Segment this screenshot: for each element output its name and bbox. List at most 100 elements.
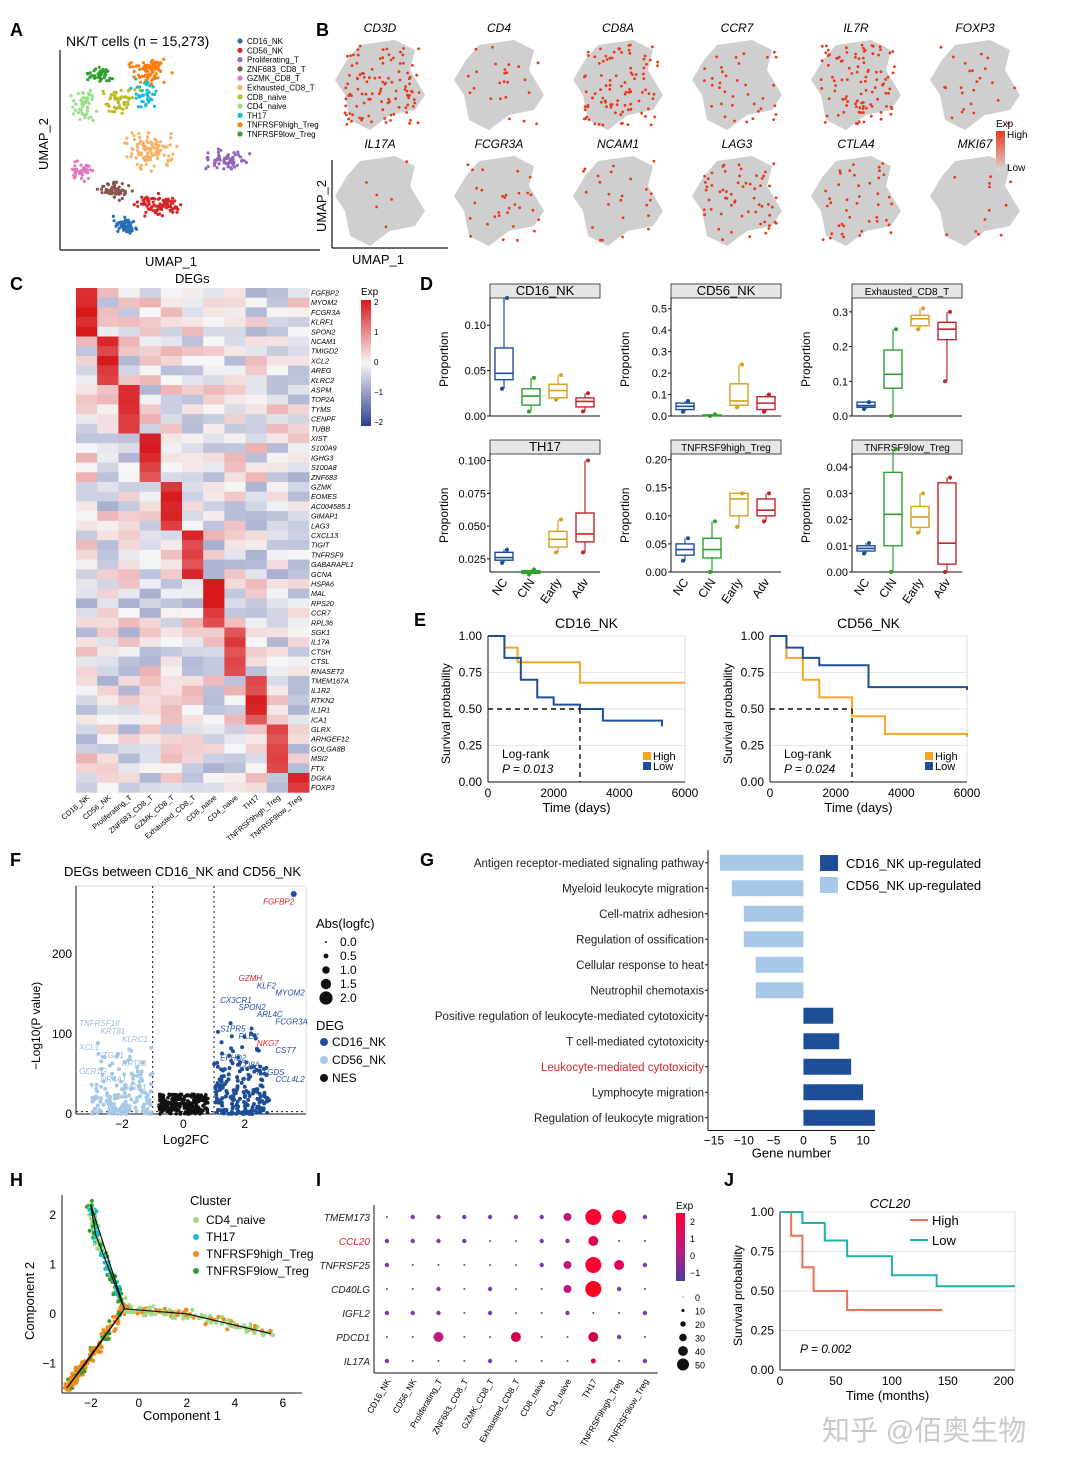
- heatmap-cell: [266, 569, 289, 580]
- heatmap-cell: [182, 491, 204, 502]
- point-cd16: [238, 1096, 243, 1101]
- legend-label: CD4_naive: [247, 102, 287, 111]
- heatmap-cell: [118, 462, 140, 473]
- heatmap-cell: [118, 763, 140, 774]
- heatmap-cell: [97, 608, 119, 619]
- volcano-gene-label: TNFRSF18: [79, 1019, 120, 1028]
- heatmap-cell: [97, 394, 119, 405]
- box: [883, 349, 903, 389]
- expr-cell: [593, 92, 597, 96]
- expr-cell: [375, 205, 378, 209]
- expression-dot: [411, 1336, 414, 1338]
- box-point: [586, 458, 590, 463]
- expr-cell: [387, 76, 390, 80]
- x-axis-label: Time (months): [846, 1388, 929, 1403]
- heatmap-cell: [288, 782, 310, 793]
- umap-cell: [134, 96, 138, 100]
- expr-cell: [862, 101, 865, 104]
- expr-cell: [608, 87, 612, 91]
- point-nes: [166, 1096, 170, 1100]
- heatmap-cell: [139, 307, 162, 318]
- expr-cell: [392, 56, 395, 60]
- expr-cell: [1009, 180, 1012, 184]
- dot-column-label: TH17: [580, 1377, 599, 1400]
- heatmap-cell: [76, 540, 98, 551]
- umap-cell: [167, 204, 171, 209]
- expression-dot: [563, 1285, 572, 1293]
- expr-cell: [489, 97, 493, 100]
- y-tick-label: 1.00: [751, 1205, 775, 1219]
- heatmap-cell: [224, 317, 246, 328]
- expr-cell: [380, 100, 383, 103]
- umap-cell: [155, 140, 159, 144]
- expr-cell: [983, 218, 987, 221]
- heatmap-cell: [76, 404, 98, 415]
- panel-a-letter: A: [10, 20, 23, 40]
- volcano-gene-label: ITGA1: [101, 1051, 124, 1060]
- umap-cell: [82, 91, 86, 95]
- umap-cell: [204, 167, 208, 171]
- expr-cell: [731, 95, 735, 98]
- umap-cell: [154, 89, 158, 93]
- umap-cell: [97, 65, 101, 69]
- expr-cell: [768, 224, 771, 228]
- umap-cell: [119, 222, 123, 226]
- expr-cell: [759, 184, 762, 188]
- expr-cell: [759, 222, 762, 226]
- heatmap-cell: [160, 608, 183, 619]
- expr-cell: [471, 168, 474, 172]
- expr-cell: [508, 117, 511, 121]
- umap-cell: [145, 195, 149, 199]
- heatmap-cell: [288, 753, 310, 764]
- expr-cell: [773, 220, 777, 224]
- x-axis-label: Time (days): [542, 800, 610, 815]
- point-cd16: [237, 1069, 242, 1074]
- umap-cell: [137, 132, 141, 136]
- heatmap-cell: [118, 394, 140, 405]
- panel-e: E CD16_NK1.000.750.500.250.000 2000 4000 60…: [414, 610, 981, 815]
- legend-swatch: [237, 94, 243, 100]
- panel-c-letter: C: [10, 274, 23, 294]
- umap-cell: [74, 102, 78, 106]
- colorbar-tick: −1: [690, 1268, 700, 1278]
- expr-cell: [768, 213, 772, 217]
- panel-b-ylabel: UMAP_2: [314, 180, 329, 232]
- size-legend-dot: [681, 1308, 685, 1313]
- expr-cell: [410, 89, 413, 93]
- expr-cell: [379, 89, 382, 93]
- heatmap-cell: [97, 452, 119, 463]
- heatmap-cell: [245, 549, 268, 560]
- expr-cell: [381, 48, 385, 51]
- umap-cell: [119, 224, 123, 228]
- go-barplot: Antigen receptor-mediated signaling path…: [435, 850, 981, 1161]
- umap-cell: [114, 188, 118, 192]
- heatmap-cell: [118, 491, 140, 502]
- heatmap-cell: [139, 656, 162, 667]
- expression-dot: [487, 1286, 493, 1292]
- umap-cell: [91, 169, 95, 173]
- panel-d-letter: D: [420, 274, 433, 294]
- expression-dot: [436, 1310, 441, 1316]
- box-point: [921, 306, 925, 311]
- trajectory-cell: [122, 1312, 127, 1317]
- expr-cell: [725, 197, 729, 200]
- umap-cell: [90, 93, 94, 98]
- x-tick-label: 0: [777, 1374, 784, 1388]
- go-term-label: T cell-mediated cytotoxicity: [566, 1036, 704, 1048]
- heatmap-cell: [203, 734, 225, 745]
- box: [702, 537, 722, 559]
- expr-cell: [722, 163, 726, 167]
- heatmap-cell: [118, 482, 140, 492]
- volcano-gene-label: S1PR5: [220, 1025, 246, 1034]
- umap-cell: [117, 104, 121, 108]
- y-axis-label: Proportion: [618, 488, 632, 543]
- expr-cell: [381, 56, 385, 60]
- heatmap-cell: [76, 414, 98, 425]
- volcano-gene-label: CD8A: [239, 1061, 260, 1070]
- heatmap-cell: [76, 365, 98, 376]
- expr-cell: [656, 64, 659, 68]
- feature-silhouette: [930, 40, 1020, 130]
- survival-title: CD16_NK: [555, 615, 619, 631]
- expr-cell: [475, 186, 479, 190]
